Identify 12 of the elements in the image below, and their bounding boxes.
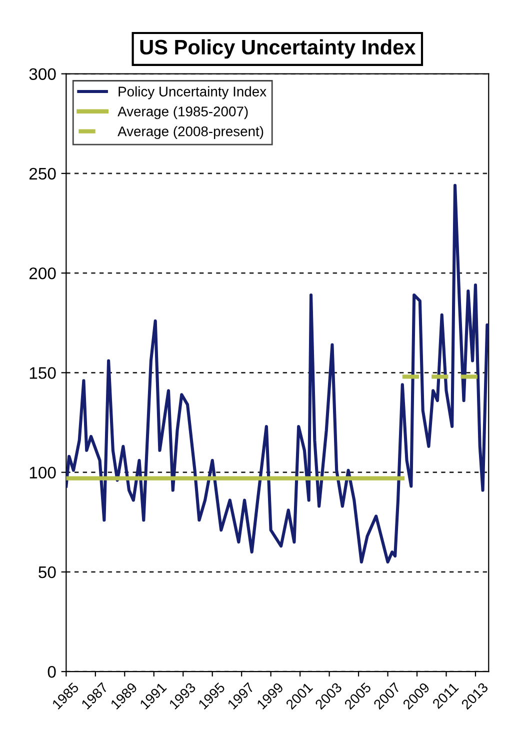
y-tick-label: 300: [29, 68, 56, 80]
y-tick-label: 250: [29, 168, 56, 180]
legend-label: Policy Uncertainty Index: [118, 86, 266, 100]
chart-title: US Policy Uncertainty Index: [140, 39, 416, 59]
y-tick-label: 150: [30, 367, 56, 379]
line-series: [66, 184, 489, 564]
y-tick-label: 50: [38, 566, 56, 578]
legend-label: Average (1985-2007): [118, 106, 248, 120]
y-tick-label: 200: [29, 267, 56, 280]
y-tick-label: 100: [30, 466, 56, 479]
legend-label: Average (2008-present): [118, 126, 264, 140]
y-tick-label: 0: [48, 666, 56, 678]
